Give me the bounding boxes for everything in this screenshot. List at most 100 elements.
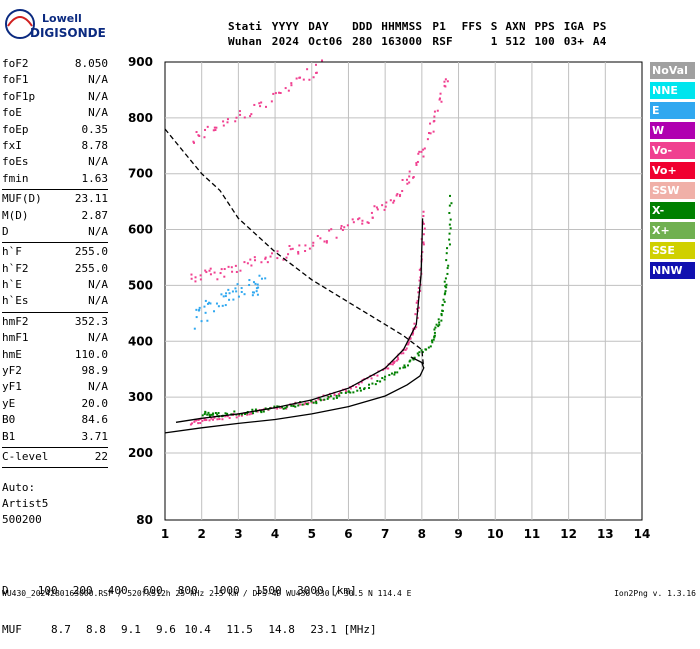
o-top-echo-mark	[260, 101, 263, 104]
x-trace-echo-mark	[449, 194, 452, 197]
legend-item: SSW	[650, 182, 695, 199]
x-trace-echo-mark	[413, 356, 416, 359]
x-trace-echo-mark	[409, 359, 412, 362]
x-trace-echo-mark	[363, 388, 366, 391]
o-upper-echo-mark	[266, 261, 269, 264]
o-upper-echo-mark	[312, 244, 315, 247]
e-cluster-echo-mark	[197, 309, 200, 312]
parameter-value: 255.0	[74, 245, 108, 259]
x-trace-echo-mark	[251, 408, 254, 411]
o-trace-echo-mark	[415, 301, 418, 304]
e-cluster-echo-mark	[200, 320, 203, 323]
x-trace-echo-mark	[327, 395, 330, 398]
x-trace-echo-mark	[226, 412, 229, 415]
e-cluster-echo-mark	[235, 290, 238, 293]
o-trace-echo-mark	[373, 373, 376, 376]
o-upper-echo-mark	[330, 228, 333, 231]
x-trace-echo-mark	[427, 346, 430, 349]
legend-item: E	[650, 102, 695, 119]
digisonde-logo: Lowell DIGISONDE	[2, 4, 112, 44]
o-trace-echo-mark	[411, 333, 414, 336]
o-trace-echo-mark	[405, 347, 408, 350]
muf-distance-value: 1500	[255, 584, 282, 597]
x-trace-echo-mark	[441, 309, 444, 312]
o-upper-echo-mark	[439, 97, 442, 100]
header-row-labels: Stati YYYY DAY DDD HHMMSS P1 FFS S AXN PPS IGA PS	[228, 20, 615, 33]
parameter-name: foF1p	[2, 89, 36, 103]
parameter-value: 110.0	[74, 347, 108, 361]
o-top-echo-mark	[259, 105, 262, 108]
e-cluster-echo-mark	[258, 274, 261, 277]
x-trace-echo-mark	[444, 285, 447, 288]
o-upper-echo-mark	[199, 274, 202, 277]
o-trace-echo-mark	[423, 227, 426, 230]
x-trace-echo-mark	[338, 394, 341, 397]
o-trace-echo-mark	[337, 393, 340, 396]
o-trace-echo-mark	[216, 418, 219, 421]
x-trace-echo-mark	[393, 373, 396, 376]
x-tick-label: 1	[161, 527, 169, 541]
e-cluster-echo-mark	[252, 291, 255, 294]
o-upper-echo-mark	[235, 270, 238, 273]
parameter-name: C-level	[2, 449, 49, 463]
o-upper-echo-mark	[298, 244, 301, 247]
e-cluster-echo-mark	[195, 316, 198, 319]
o-upper-echo-mark	[405, 178, 408, 181]
o-top-echo-mark	[278, 91, 281, 94]
header-label: Stati	[228, 20, 263, 33]
e-cluster-echo-mark	[255, 290, 258, 293]
muf-distance-value: 600	[142, 584, 163, 597]
x-trace-echo-mark	[445, 259, 448, 262]
x-trace-echo-mark	[445, 286, 448, 289]
parameter-value: N/A	[88, 89, 108, 103]
o-top-echo-mark	[253, 103, 256, 106]
parameter-separator	[2, 189, 108, 191]
header-value: 1	[490, 35, 498, 48]
y-tick-label: 800	[128, 111, 153, 125]
x-trace-echo-mark	[319, 399, 322, 402]
logo-brand: Lowell	[42, 12, 82, 25]
x-trace-echo-mark	[406, 364, 409, 367]
x-trace-echo-mark	[444, 290, 447, 293]
parameter-name: yE	[2, 396, 16, 410]
o-trace-echo-mark	[417, 291, 420, 294]
o-upper-echo-mark	[417, 152, 420, 155]
e-cluster-echo-mark	[257, 286, 260, 289]
o-upper-echo-mark	[260, 261, 263, 264]
o-trace-echo-mark	[218, 418, 221, 421]
x-trace-echo-mark	[282, 407, 285, 410]
o-upper-echo-mark	[383, 208, 386, 211]
o-upper-echo-mark	[422, 155, 425, 158]
o-trace-echo-mark	[189, 423, 192, 426]
x-trace-echo-mark	[312, 401, 315, 404]
o-trace-echo-mark	[422, 214, 425, 217]
o-upper-echo-mark	[426, 138, 429, 141]
o-trace-echo-mark	[393, 360, 396, 363]
x-tick-label: 2	[198, 527, 206, 541]
o-top-echo-mark	[279, 92, 282, 95]
header-value: RSF	[432, 35, 453, 48]
o-top-echo-mark	[204, 128, 207, 131]
o-trace-echo-mark	[349, 387, 352, 390]
parameter-row: foEs N/A	[2, 154, 108, 170]
parameter-row: yF2 98.9	[2, 363, 108, 379]
o-top-echo-mark	[222, 124, 225, 127]
parameter-name: hmF2	[2, 314, 29, 328]
y-tick-label: 700	[128, 167, 153, 181]
x-trace-echo-mark	[214, 411, 217, 414]
x-tick-label: 11	[524, 527, 541, 541]
e-cluster-echo-mark	[256, 293, 259, 296]
o-trace-echo-mark	[240, 414, 243, 417]
ionogram-plot: 1 2 3 4 5 6 7 8 9 10 11 12 13 14802003004005006007008…	[128, 55, 650, 541]
x-trace-echo-mark	[284, 407, 287, 410]
header-label: DDD	[352, 20, 373, 33]
o-upper-echo-mark	[312, 241, 315, 244]
e-cluster-echo-mark	[252, 281, 255, 284]
o-upper-echo-mark	[213, 271, 216, 274]
e-cluster-echo-mark	[228, 292, 231, 295]
o-upper-echo-mark	[416, 160, 419, 163]
parameter-row: D N/A	[2, 224, 108, 240]
o-upper-echo-mark	[289, 248, 292, 251]
o-upper-echo-mark	[392, 201, 395, 204]
parameter-row: M(D) 2.87	[2, 208, 108, 224]
